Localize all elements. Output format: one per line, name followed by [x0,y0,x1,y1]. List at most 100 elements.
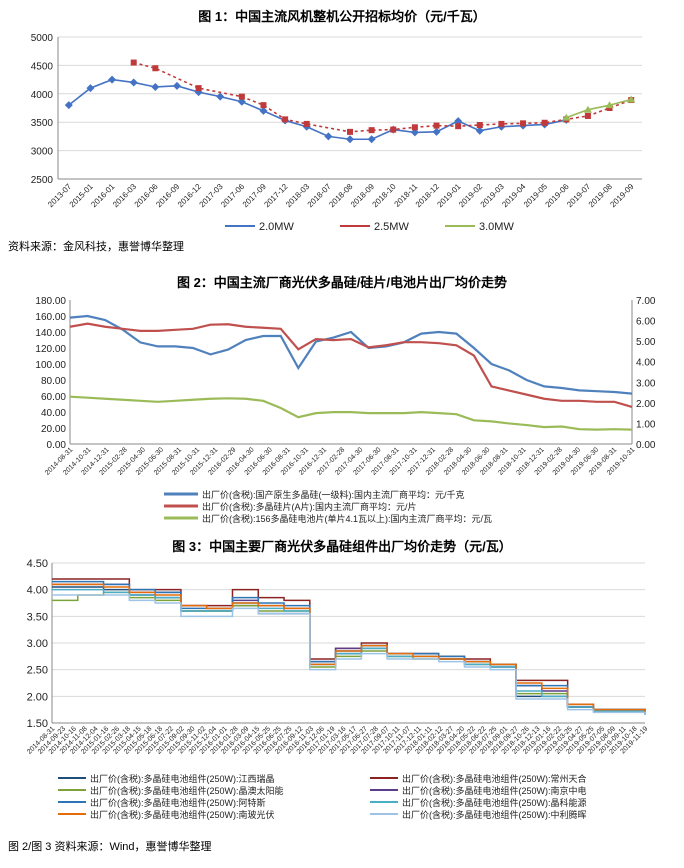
c3-y-tick-label: 4.00 [27,585,48,597]
c3-series-line [52,591,646,714]
chart1-title: 图 1：中国主流风机整机公开招标均价（元/千瓦） [198,9,486,24]
c3-legend-label: 出厂价(含税):多晶硅电池组件(250W):南京中电 [402,785,587,796]
c2-y-left-tick-label: 180.00 [35,296,66,307]
c2-y-right-tick-label: 1.00 [636,419,656,430]
c1-point-2.5MW [260,102,267,109]
c3-legend-label: 出厂价(含税):多晶硅电池组件(250W):晶澳太阳能 [90,785,284,796]
chart3-source: 图 2/图 3 资料来源：Wind，惠誉博华整理 [8,841,212,853]
c2-legend-label: 出厂价(含税):156多晶硅电池片(单片4.1瓦以上):国内主流厂商平均：元/瓦 [202,513,492,524]
c3-legend-label: 出厂价(含税):多晶硅电池组件(250W):南玻光伏 [90,809,275,820]
c2-legend-label: 出厂价(含税):多晶硅片(A片):国内主流厂商平均：元/片 [202,501,417,512]
c1-point-2.0MW [367,135,376,144]
c1-point-2.5MW [152,65,159,72]
c3-y-tick-label: 2.50 [27,665,48,677]
c1-point-2.0MW [172,81,181,90]
c3-legend-label: 出厂价(含税):多晶硅电池组件(250W):中利腾晖 [402,809,587,820]
c2-y-left-tick-label: 40.00 [41,408,66,419]
c1-point-2.5MW [498,120,505,127]
c2-y-left-tick-label: 0.00 [47,440,67,451]
c3-series-line [52,583,646,713]
c2-legend-label: 出厂价(含税):国产原生多晶硅(一级料):国内主流厂商平均：元/千克 [202,489,465,500]
c1-y-tick-label: 4500 [31,61,54,72]
c3-y-tick-label: 3.50 [27,611,48,623]
c1-point-2.5MW [476,122,483,129]
c1-point-2.5MW [282,116,289,123]
c1-point-2.0MW [237,97,246,106]
c1-y-tick-label: 4000 [31,90,54,101]
c1-point-2.5MW [541,119,548,126]
c1-point-2.5MW [195,85,202,92]
c1-point-2.0MW [410,128,419,137]
c1-point-2.5MW [347,128,353,135]
c2-y-left-tick-label: 160.00 [35,312,66,323]
c1-y-tick-label: 3500 [31,118,54,129]
c1-point-2.0MW [454,117,463,126]
c1-y-tick-label: 2500 [31,175,54,186]
c2-series-line [69,395,633,431]
c1-point-2.5MW [455,123,462,130]
c3-y-tick-label: 3.00 [27,638,48,650]
c2-y-right-tick-label: 4.00 [636,358,656,369]
c1-point-2.5MW [303,120,310,127]
c1-point-2.0MW [108,75,117,84]
c1-point-3.0MW [583,105,592,113]
c3-y-tick-label: 2.00 [27,691,48,703]
chart2-title: 图 2：中国主流厂商光伏多晶硅/硅片/电池片出厂均价走势 [176,275,508,290]
c2-y-right-tick-label: 0.00 [636,440,656,451]
c1-point-2.0MW [151,82,160,91]
c1-point-2.0MW [129,78,138,87]
c1-point-2.5MW [238,93,245,100]
c1-point-2.0MW [475,126,484,135]
c1-point-2.5MW [433,122,440,129]
c1-point-3.0MW [562,113,571,121]
c3-series-line [52,594,646,715]
c1-point-2.0MW [324,132,333,141]
chart3-title: 图 3：中国主要厂商光伏多晶硅组件出厂均价走势（元/瓦） [172,539,512,554]
c2-y-right-tick-label: 2.00 [636,399,656,410]
c2-y-right-tick-label: 3.00 [636,378,656,389]
c2-series-line [69,314,633,395]
c3-legend-label: 出厂价(含税):多晶硅电池组件(250W):阿特斯 [90,797,266,808]
c1-legend-label: 2.5MW [374,221,409,233]
c3-y-tick-label: 4.50 [27,558,48,570]
c2-y-left-tick-label: 100.00 [35,360,66,371]
c1-legend-label: 2.0MW [259,221,294,233]
c2-y-left-tick-label: 120.00 [35,344,66,355]
c1-point-2.5MW [520,120,527,127]
c1-point-2.5MW [390,126,397,133]
c3-legend-label: 出厂价(含税):多晶硅电池组件(250W):常州天合 [402,773,587,784]
c1-point-2.0MW [432,127,441,136]
c1-series-line-3.0MW [566,98,632,119]
c2-y-left-tick-label: 60.00 [41,392,66,403]
c1-point-2.0MW [346,135,354,144]
c1-point-2.0MW [64,101,73,110]
c2-y-right-tick-label: 5.00 [636,337,656,348]
c1-y-tick-label: 3000 [31,147,54,158]
c3-series-line [52,578,646,713]
c1-x-tick-label: 2019-09 [608,182,636,210]
c3-legend-label: 出厂价(含税):多晶硅电池组件(250W):江西瑞晶 [90,773,275,784]
c1-point-3.0MW [605,101,614,109]
c1-point-2.0MW [216,92,225,101]
c1-point-3.0MW [627,95,636,103]
c2-y-left-tick-label: 20.00 [41,424,66,435]
c1-series-line-2.0MW [68,78,567,141]
c3-legend-label: 出厂价(含税):多晶硅电池组件(250W):晶科能源 [402,797,587,808]
c2-series-line [69,322,633,409]
c1-legend-label: 3.0MW [479,221,514,233]
c1-point-2.0MW [259,106,268,115]
c1-point-2.5MW [130,59,137,66]
c2-y-left-tick-label: 140.00 [35,328,66,339]
c3-series-line [52,580,646,712]
c2-y-right-tick-label: 7.00 [636,296,656,307]
c1-point-2.5MW [584,112,591,119]
c3-y-tick-label: 1.50 [27,718,48,730]
c1-point-2.0MW [86,84,95,93]
c1-point-2.5MW [368,127,375,134]
c2-y-left-tick-label: 80.00 [41,376,66,387]
c1-point-2.5MW [411,124,418,131]
chart1-source: 资料来源：金风科技，惠誉博华整理 [8,241,184,253]
c1-y-tick-label: 5000 [31,33,54,44]
c2-y-right-tick-label: 6.00 [636,317,656,328]
